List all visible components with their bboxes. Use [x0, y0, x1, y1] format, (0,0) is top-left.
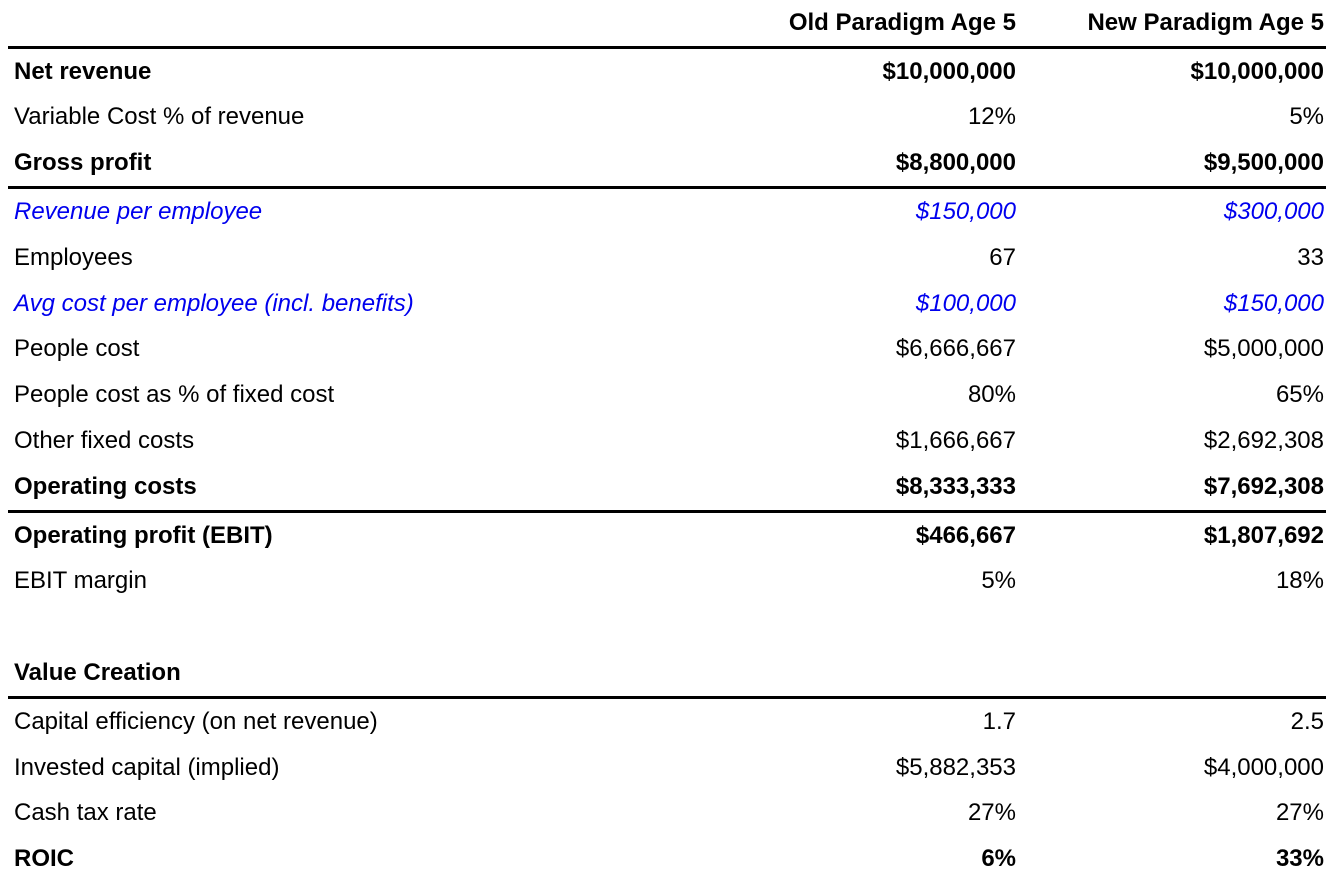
header-new-paradigm: New Paradigm Age 5 [1016, 0, 1326, 49]
row-label: Value Creation [8, 650, 716, 699]
header-empty-cell [8, 0, 716, 49]
cell-new-paradigm: 65% [1275, 381, 1324, 409]
cell-old-paradigm: 12% [967, 103, 1016, 131]
cell-new-paradigm: 33 [1297, 243, 1324, 271]
cell-new-paradigm: $300,000 [1223, 198, 1324, 226]
cell-old-paradigm: 5% [981, 567, 1016, 595]
table-row: Net revenue $10,000,000 $10,000,000 [8, 47, 1326, 94]
table-row: Employees 67 33 [8, 235, 1326, 281]
row-label: Revenue per employee [14, 198, 263, 226]
table-row: Value Creation [8, 650, 1326, 699]
cell-new-paradigm: $9,500,000 [1016, 140, 1326, 190]
row-label: Operating costs [8, 463, 716, 513]
cell-new-paradigm: $150,000 [1223, 289, 1324, 317]
row-label: EBIT margin [14, 567, 147, 595]
cell-old-paradigm: $8,333,333 [716, 463, 1016, 513]
table-row: Gross profit $8,800,000 $9,500,000 [8, 140, 1326, 190]
cell-old-paradigm: $100,000 [915, 289, 1016, 317]
cell-new-paradigm: $1,807,692 [1203, 521, 1324, 549]
cell-old-paradigm: 27% [967, 799, 1016, 827]
spacer-row [8, 604, 1326, 650]
table-row: Other fixed costs $1,666,667 $2,692,308 [8, 418, 1326, 464]
row-label: Net revenue [14, 57, 152, 85]
row-label: ROIC [14, 845, 74, 873]
cell-old-paradigm: $5,882,353 [895, 753, 1016, 781]
row-label: Other fixed costs [14, 427, 195, 455]
table-header: Old Paradigm Age 5 New Paradigm Age 5 [8, 0, 1326, 49]
cell-new-paradigm: 2.5 [1290, 707, 1324, 735]
cell-old-paradigm: $466,667 [915, 521, 1016, 549]
cell-new-paradigm [1016, 650, 1326, 699]
cell-new-paradigm: 27% [1275, 799, 1324, 827]
cell-old-paradigm: $1,666,667 [895, 427, 1016, 455]
row-label: Variable Cost % of revenue [14, 103, 305, 131]
row-label: People cost as % of fixed cost [14, 381, 335, 409]
table-row: EBIT margin 5% 18% [8, 559, 1326, 605]
table-row: Variable Cost % of revenue 12% 5% [8, 95, 1326, 141]
cell-new-paradigm: 5% [1289, 103, 1324, 131]
cell-new-paradigm: $4,000,000 [1203, 753, 1324, 781]
cell-old-paradigm: $6,666,667 [895, 335, 1016, 363]
cell-new-paradigm: 33% [1275, 845, 1324, 873]
financial-comparison-table: Old Paradigm Age 5 New Paradigm Age 5 Ne… [8, 0, 1326, 882]
row-label: Operating profit (EBIT) [14, 521, 273, 549]
table-header-row: Old Paradigm Age 5 New Paradigm Age 5 [8, 0, 1326, 49]
row-label: Employees [14, 243, 133, 271]
row-label: Avg cost per employee (incl. benefits) [14, 289, 414, 317]
row-label [8, 604, 716, 650]
table-row: People cost $6,666,667 $5,000,000 [8, 327, 1326, 373]
cell-new-paradigm: $10,000,000 [1190, 57, 1324, 85]
row-label: Capital efficiency (on net revenue) [14, 707, 378, 735]
row-label: Invested capital (implied) [14, 753, 280, 781]
table-row: Operating costs $8,333,333 $7,692,308 [8, 463, 1326, 513]
cell-new-paradigm: 18% [1275, 567, 1324, 595]
cell-old-paradigm: 67 [989, 243, 1016, 271]
cell-new-paradigm: $2,692,308 [1203, 427, 1324, 455]
table-row: Capital efficiency (on net revenue) 1.7 2.… [8, 697, 1326, 744]
table-row: Cash tax rate 27% 27% [8, 791, 1326, 837]
cell-old-paradigm: $8,800,000 [716, 140, 1016, 190]
cell-new-paradigm: $5,000,000 [1203, 335, 1324, 363]
cell-old-paradigm: 6% [981, 845, 1016, 873]
cell-old-paradigm [716, 604, 1016, 650]
table-row: Invested capital (implied) $5,882,353 $4,0… [8, 745, 1326, 791]
cell-old-paradigm: 80% [967, 381, 1016, 409]
table-body: Net revenue $10,000,000 $10,000,000 Variabl… [8, 47, 1326, 882]
row-label: Cash tax rate [14, 799, 157, 827]
header-old-paradigm: Old Paradigm Age 5 [716, 0, 1016, 49]
row-label: People cost [14, 335, 140, 363]
table-row: Operating profit (EBIT) $466,667 $1,807,69… [8, 511, 1326, 558]
row-label: Gross profit [8, 140, 716, 190]
cell-new-paradigm [1016, 604, 1326, 650]
cell-new-paradigm: $7,692,308 [1016, 463, 1326, 513]
cell-old-paradigm: 1.7 [982, 707, 1016, 735]
table-row: ROIC 6% 33% [8, 836, 1326, 882]
table-row: People cost as % of fixed cost 80% 65% [8, 372, 1326, 418]
table-row: Revenue per employee $150,000 $300,000 [8, 188, 1326, 235]
cell-old-paradigm: $150,000 [915, 198, 1016, 226]
cell-old-paradigm: $10,000,000 [882, 57, 1016, 85]
table-row: Avg cost per employee (incl. benefits) $1… [8, 281, 1326, 327]
cell-old-paradigm [716, 650, 1016, 699]
